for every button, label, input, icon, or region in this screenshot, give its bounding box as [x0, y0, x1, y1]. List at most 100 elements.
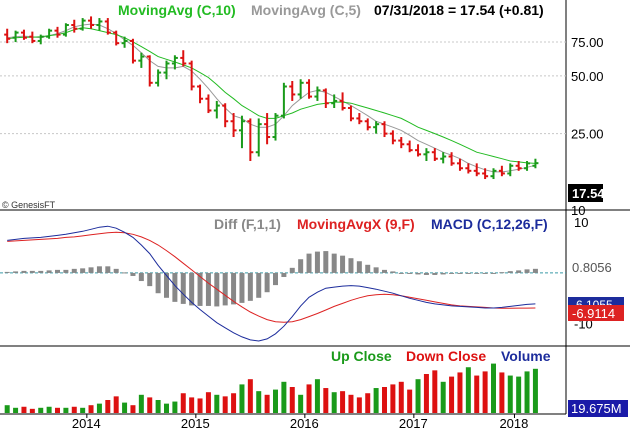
volume-bar [96, 403, 102, 413]
diff-bar [289, 267, 295, 273]
price-current-label: 17.54 [572, 186, 605, 201]
volume-bar [38, 407, 44, 413]
diff-bar [4, 271, 10, 273]
price-bar [306, 79, 313, 99]
diff-bar [323, 251, 329, 273]
volume-bar [172, 401, 178, 413]
x-tick-label: 2014 [72, 416, 101, 430]
diff-bar [189, 272, 195, 306]
price-bar [482, 168, 489, 180]
diff-bar [105, 266, 111, 273]
down-close-legend: Down Close [406, 348, 487, 364]
volume-bar [382, 387, 387, 413]
diff-bar [247, 272, 253, 301]
volume-bar [432, 370, 438, 413]
diff-bar [331, 253, 337, 273]
diff-bar [499, 272, 505, 274]
price-bar [389, 130, 396, 145]
volume-bar [482, 371, 488, 413]
volume-bar [348, 394, 354, 413]
signal-line [7, 231, 536, 323]
volume-bar [55, 407, 60, 413]
diff-bar [281, 272, 287, 277]
price-bar [331, 94, 338, 108]
macd-legend: MACD (C,12,26,F) [431, 216, 548, 232]
diff-bar [38, 270, 44, 273]
volume-bar [63, 407, 69, 413]
volume-bar [13, 407, 19, 413]
price-bar [280, 82, 287, 119]
price-bar [456, 158, 463, 171]
x-axis-ticks: 2014 2015 2016 2017 2018 [72, 414, 528, 430]
price-bar [113, 30, 120, 46]
ma5-legend: MovingAvg (C,5) [251, 2, 361, 18]
macd-tick-label: 10 [574, 215, 588, 230]
diff-bar [390, 271, 396, 273]
price-bar [398, 137, 405, 149]
volume-bar [180, 393, 186, 413]
diff-bar [273, 272, 278, 286]
price-tick-label: 25.00 [571, 127, 604, 142]
volume-bar [457, 372, 463, 413]
diff-bar [314, 251, 320, 273]
diff-value-label: 0.8056 [572, 260, 612, 275]
volume-bar [524, 371, 530, 413]
price-bar [423, 148, 430, 162]
volume-bar [205, 392, 211, 413]
price-bar [37, 34, 44, 45]
diff-bar [264, 272, 270, 293]
diff-bar [172, 272, 178, 302]
volume-bar [507, 375, 513, 413]
volume-bar [390, 384, 396, 413]
price-bar [515, 161, 522, 171]
price-bar [180, 50, 187, 67]
diff-bar [256, 272, 262, 298]
volume-bar [29, 408, 35, 413]
diff-bar [205, 272, 211, 306]
volume-bars [4, 363, 538, 413]
volume-bar [281, 381, 287, 413]
price-bar [205, 94, 212, 114]
diff-label-box [568, 259, 620, 276]
price-bar [129, 38, 136, 64]
diff-bar [80, 268, 86, 273]
price-bar [213, 100, 220, 119]
diff-legend: Diff (F,1,1) [214, 216, 281, 232]
volume-bar [356, 397, 362, 413]
price-axis-ticks: 75.00 50.00 25.00 10 [571, 35, 604, 218]
price-bar [507, 163, 514, 177]
diff-bar [71, 268, 77, 273]
macd-axis [566, 210, 630, 346]
price-bar [364, 118, 371, 131]
price-bar [448, 152, 455, 166]
volume-bar [373, 388, 379, 413]
ma10-line [7, 27, 536, 164]
volume-bar [189, 397, 195, 413]
volume-bar [440, 381, 446, 413]
price-bar [146, 55, 153, 87]
volume-bar [264, 394, 270, 413]
price-bar [465, 163, 472, 174]
volume-bar [331, 392, 337, 413]
volume-bar [449, 376, 455, 413]
price-bar [440, 152, 447, 164]
price-bar [88, 16, 95, 29]
diff-bar [532, 268, 538, 273]
volume-bar [365, 393, 371, 413]
volume-bar [155, 400, 161, 413]
volume-bar [423, 374, 429, 413]
ma5-line [7, 23, 536, 173]
diff-bar [231, 272, 237, 305]
volume-bar [21, 406, 27, 413]
price-bar [524, 161, 531, 171]
price-bar [415, 144, 422, 157]
volume-bar [407, 389, 413, 413]
price-bar [238, 115, 245, 149]
diff-bar [465, 272, 471, 274]
price-bar [71, 19, 78, 33]
diff-bar [298, 259, 304, 273]
volume-bar [256, 391, 262, 413]
diff-bar [13, 271, 19, 273]
x-tick-label: 2017 [399, 416, 428, 430]
diff-bar [138, 272, 144, 282]
